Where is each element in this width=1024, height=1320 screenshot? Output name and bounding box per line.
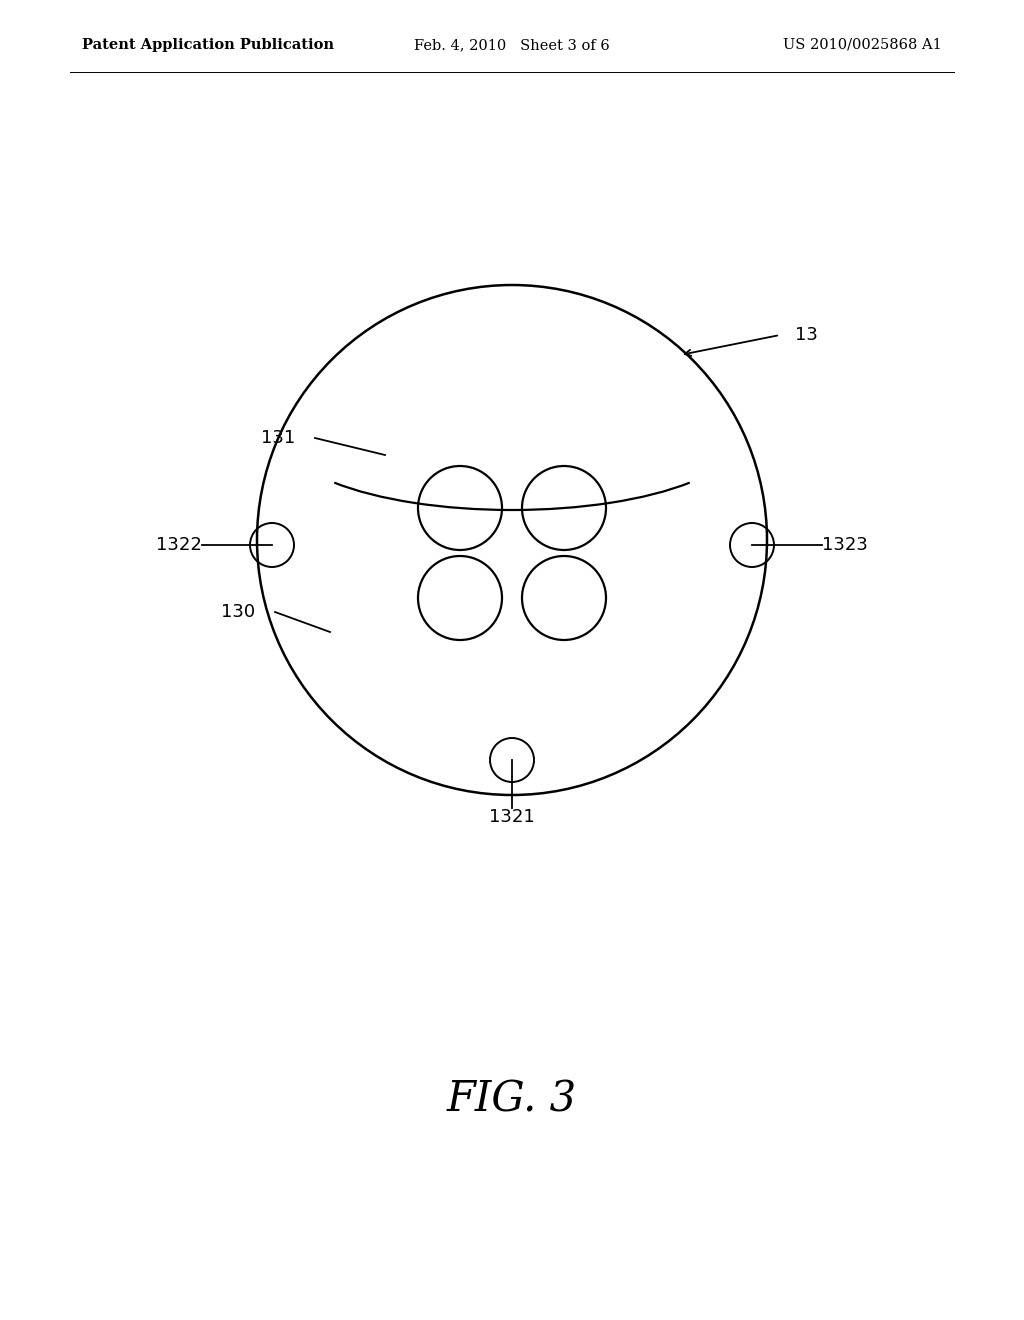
Text: 131: 131 (261, 429, 295, 447)
Text: 1323: 1323 (822, 536, 868, 554)
Text: 13: 13 (795, 326, 818, 345)
Text: 130: 130 (221, 603, 255, 620)
Text: 1322: 1322 (156, 536, 202, 554)
Text: 1321: 1321 (489, 808, 535, 826)
Text: Patent Application Publication: Patent Application Publication (82, 38, 334, 51)
Text: Feb. 4, 2010   Sheet 3 of 6: Feb. 4, 2010 Sheet 3 of 6 (414, 38, 610, 51)
Text: FIG. 3: FIG. 3 (446, 1078, 578, 1121)
Text: US 2010/0025868 A1: US 2010/0025868 A1 (783, 38, 942, 51)
